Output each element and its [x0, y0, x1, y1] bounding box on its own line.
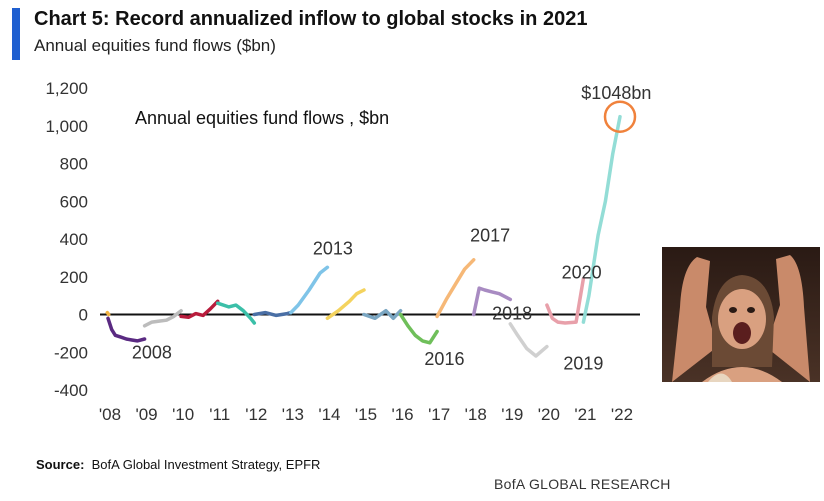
series-line [362, 308, 403, 321]
y-tick-label: 800 [60, 155, 88, 174]
x-tick-label: '21 [574, 405, 596, 424]
series-line [179, 299, 220, 320]
x-tick-label: '22 [611, 405, 633, 424]
x-tick-label: '15 [355, 405, 377, 424]
series-line [508, 322, 549, 358]
source-note: Source: BofA Global Investment Strategy,… [36, 457, 320, 472]
y-tick-label: -200 [54, 343, 88, 362]
y-tick-label: 1,200 [45, 79, 88, 98]
x-tick-label: '13 [282, 405, 304, 424]
series-line [581, 114, 622, 324]
chart-subtitle: Annual equities fund flows ($bn) [34, 36, 276, 55]
y-tick-label: 200 [60, 268, 88, 287]
series-line [325, 288, 366, 321]
series-line [215, 301, 257, 325]
x-tick-label: '20 [538, 405, 560, 424]
x-tick-label: '19 [501, 405, 523, 424]
series-line [105, 310, 111, 317]
series-line [289, 265, 330, 315]
fund-flows-chart: -400 -200 0 200 400 600 800 1,000 1,200 '08 '09 '10… [45, 79, 651, 424]
series-line [398, 312, 439, 345]
year-annotation: 2018 [492, 304, 532, 324]
year-annotation: $1048bn [581, 83, 651, 103]
y-tick-label: 0 [79, 306, 88, 325]
reaction-photo-icon [662, 247, 820, 382]
chart-inner-title: Annual equities fund flows , $bn [135, 108, 389, 128]
y-tick-label: 400 [60, 230, 88, 249]
x-tick-label: '12 [245, 405, 267, 424]
x-tick-label: '16 [391, 405, 413, 424]
reaction-photo [662, 247, 820, 382]
series-line [545, 276, 586, 325]
year-annotation: 2013 [313, 239, 353, 259]
x-tick-label: '14 [318, 405, 340, 424]
year-annotation: 2008 [132, 342, 172, 362]
year-annotation: 2019 [563, 354, 603, 374]
series-line [471, 286, 513, 317]
series-line [142, 308, 183, 328]
x-tick-label: '09 [135, 405, 157, 424]
y-tick-label: 1,000 [45, 117, 88, 136]
title-accent-bar [12, 8, 20, 60]
x-tick-label: '18 [465, 405, 487, 424]
x-tick-label: '11 [209, 405, 230, 424]
brand-label: BofA GLOBAL RESEARCH [494, 476, 671, 492]
x-tick-label: '17 [428, 405, 450, 424]
y-tick-label: 600 [60, 192, 88, 211]
series-line [106, 316, 147, 343]
year-annotation: 2017 [470, 225, 510, 245]
year-annotation: 2020 [562, 263, 602, 283]
year-annotation: 2016 [424, 349, 464, 369]
peak-highlight-circle [603, 100, 637, 133]
x-tick-label: '10 [172, 405, 194, 424]
x-tick-label: '08 [99, 405, 121, 424]
series-line [435, 258, 476, 319]
y-tick-label: -400 [54, 381, 88, 400]
source-text: BofA Global Investment Strategy, EPFR [91, 457, 321, 472]
series-line [252, 310, 293, 318]
chart-title: Chart 5: Record annualized inflow to glo… [34, 8, 588, 30]
source-label: Source: [36, 457, 85, 472]
